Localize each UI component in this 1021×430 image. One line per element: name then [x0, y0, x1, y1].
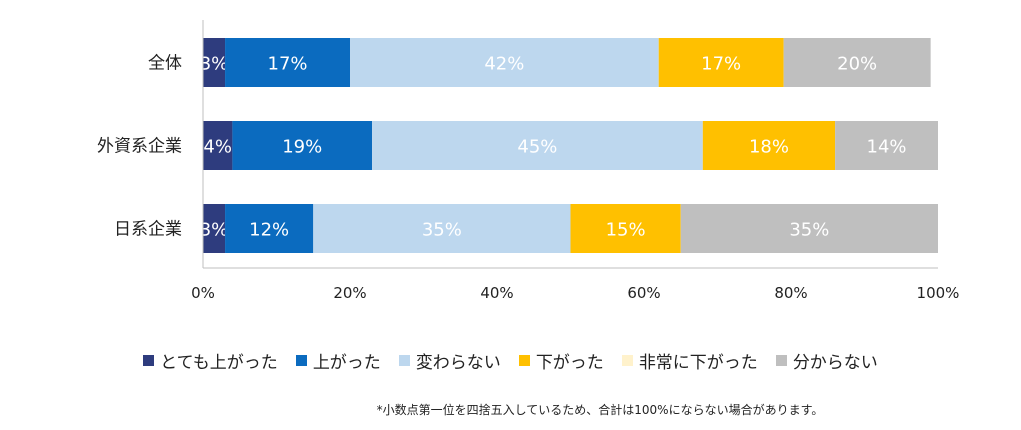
data-label: 45% — [517, 137, 557, 158]
data-label: 12% — [249, 220, 289, 241]
data-label: 17% — [701, 54, 741, 75]
legend-swatch — [143, 354, 155, 366]
x-tick-label: 20% — [333, 284, 366, 302]
data-label: 35% — [789, 220, 829, 241]
bar-segment-1-5 — [835, 121, 938, 170]
data-label: 18% — [749, 137, 789, 158]
data-label: 42% — [484, 54, 524, 75]
legend-label: とても上がった — [160, 352, 278, 373]
data-label: 14% — [867, 137, 907, 158]
bar-segment-1-2 — [372, 121, 703, 170]
data-label: 35% — [422, 220, 462, 241]
category-label: 日系企業 — [114, 220, 182, 240]
legend-swatch — [621, 354, 633, 366]
data-label: 20% — [837, 54, 877, 75]
legend-swatch — [518, 354, 530, 366]
x-tick-label: 60% — [627, 284, 660, 302]
bar-segment-2-5 — [680, 204, 938, 253]
category-label: 外資系企業 — [97, 137, 182, 157]
bar-segment-0-3 — [658, 38, 784, 87]
legend-item: 下がった — [518, 348, 604, 373]
stacked-bar-chart: 3% 17% 42% 17% 20% 全体 4% 19% 45% 18% 14% 外資系企業 3% 12%… — [97, 20, 960, 302]
data-label: 4% — [203, 137, 232, 158]
legend-label: 上がった — [312, 352, 381, 373]
legend-item: 分からない — [775, 348, 878, 373]
data-label: 17% — [268, 54, 308, 75]
bar-segment-0-1 — [225, 38, 350, 87]
legend-item: 上がった — [295, 348, 381, 373]
legend-swatch — [398, 354, 410, 366]
x-tick-label: 100% — [917, 284, 960, 302]
footnote: *小数点第一位を四捨五入しているため、合計は100%にならない場合があります。 — [376, 403, 824, 417]
legend-item: 変わらない — [398, 348, 501, 373]
legend-swatch — [295, 354, 307, 366]
data-label: 19% — [282, 137, 322, 158]
bar-segment-1-3 — [702, 121, 836, 170]
bar-segment-0-2 — [350, 38, 659, 87]
data-label: 3% — [200, 220, 229, 241]
bar-segment-1-1 — [232, 121, 373, 170]
legend-item: とても上がった — [143, 348, 278, 373]
legend-swatch — [775, 354, 787, 366]
bar-segment-1-0 — [203, 121, 233, 170]
legend: とても上がった 上がった 変わらない 下がった 非常に下がった 分からない — [0, 346, 1021, 374]
legend-label: 下がった — [535, 352, 604, 373]
bar-segment-0-5 — [783, 38, 931, 87]
legend-label: 非常に下がった — [638, 352, 758, 373]
data-label: 3% — [200, 54, 229, 75]
bar-segment-2-2 — [313, 204, 571, 253]
data-label: 15% — [606, 220, 646, 241]
category-label: 全体 — [148, 54, 182, 74]
bar-segment-2-3 — [570, 204, 681, 253]
x-tick-label: 0% — [191, 284, 215, 302]
bar-segment-2-1 — [225, 204, 314, 253]
x-tick-label: 80% — [774, 284, 807, 302]
legend-label: 変わらない — [415, 352, 501, 373]
legend-label: 分からない — [792, 352, 878, 373]
x-tick-label: 40% — [480, 284, 513, 302]
bar-segment-0-0 — [203, 38, 226, 87]
legend-item: 非常に下がった — [621, 348, 758, 373]
bar-segment-2-0 — [203, 204, 226, 253]
